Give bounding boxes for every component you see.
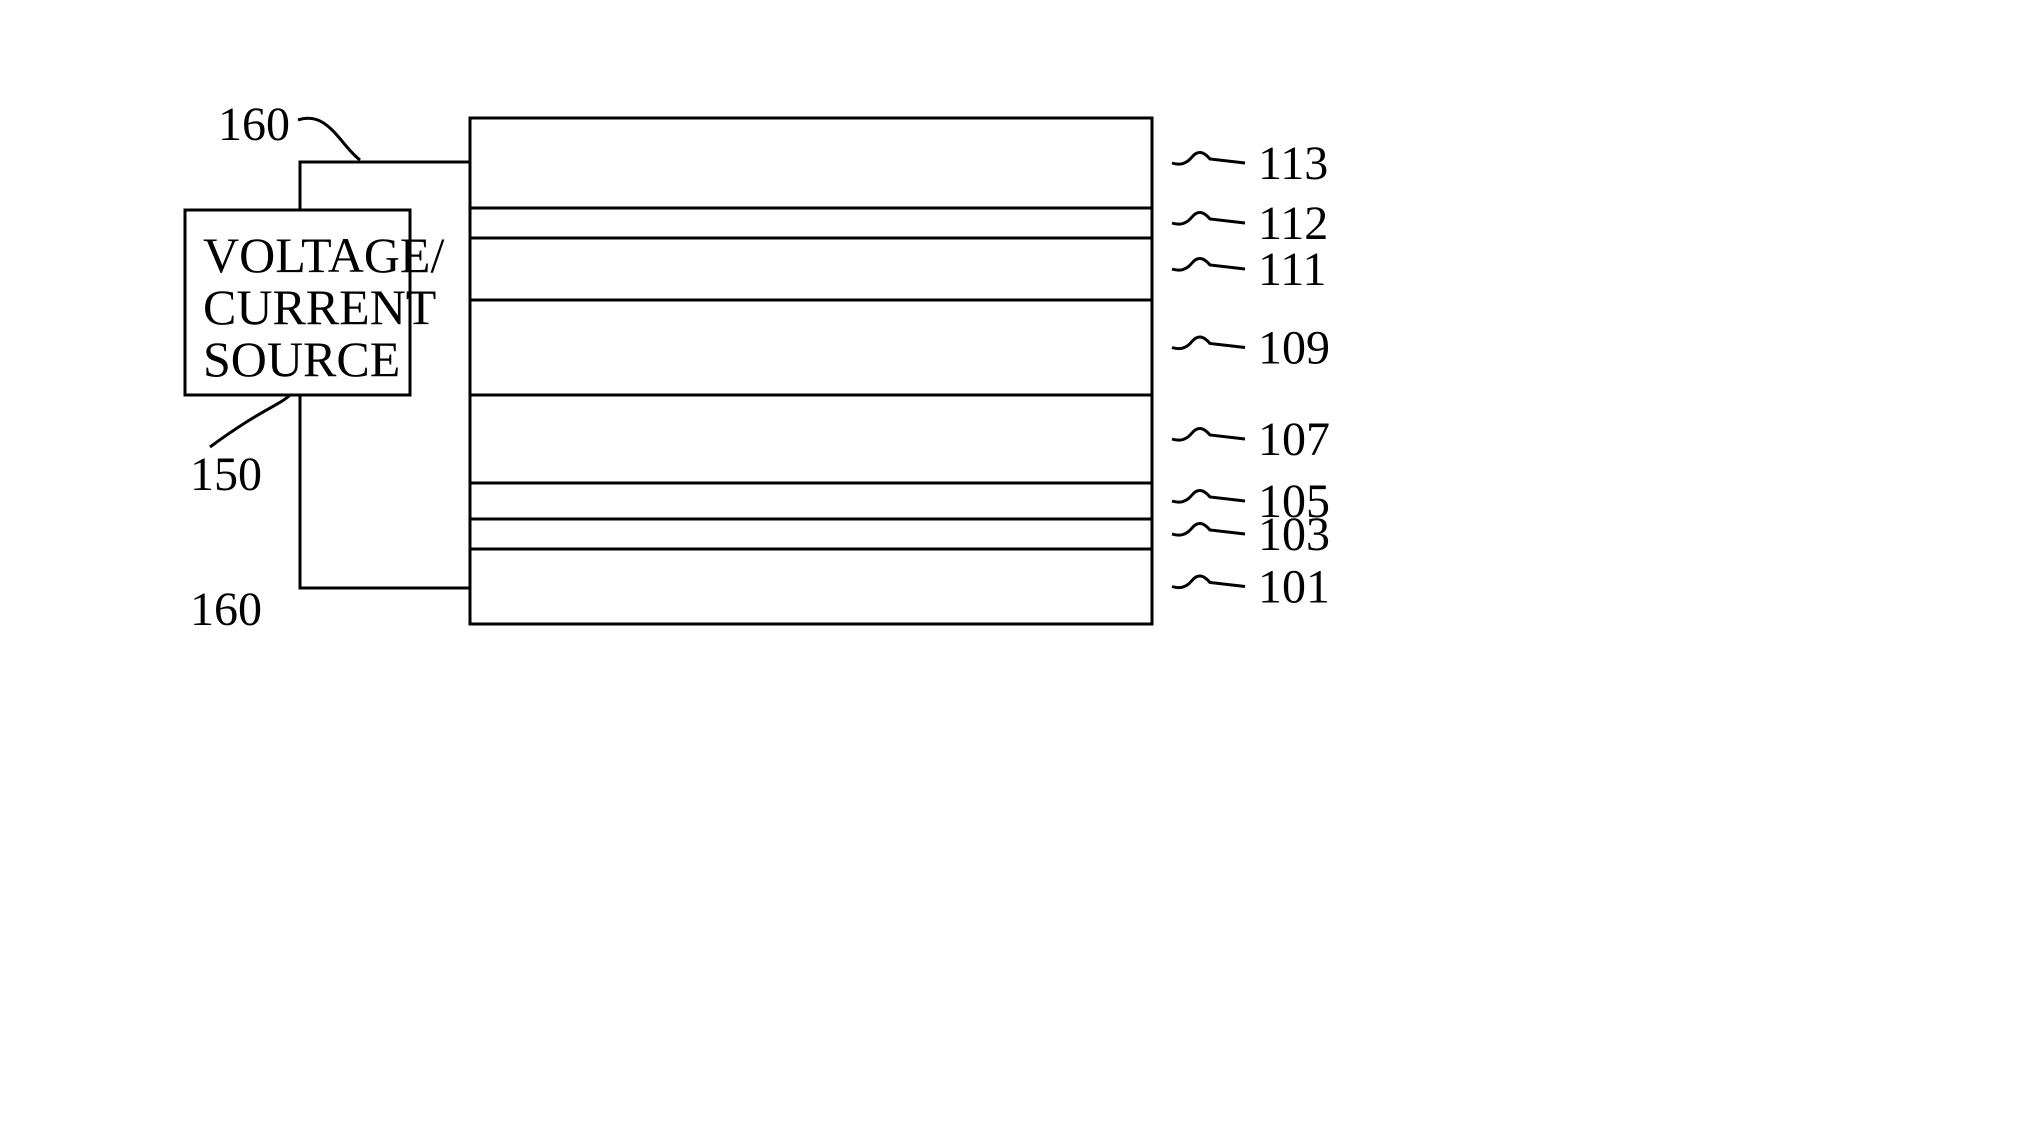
ref-lead-103 <box>1172 523 1245 535</box>
ref-lead-112 <box>1172 212 1245 224</box>
wire-top <box>300 162 470 210</box>
layer-101 <box>470 549 1152 624</box>
source-box-line-0: VOLTAGE/ <box>203 227 444 283</box>
layer-103 <box>470 519 1152 549</box>
layer-109 <box>470 300 1152 395</box>
label-160-bottom: 160 <box>190 583 262 636</box>
ref-lead-111 <box>1172 258 1245 270</box>
ref-lead-105 <box>1172 490 1245 502</box>
layer-105 <box>470 483 1152 519</box>
source-box-line-2: SOURCE <box>203 331 400 387</box>
ref-label-107: 107 <box>1258 413 1330 466</box>
lead-160-top <box>298 118 360 160</box>
ref-label-109: 109 <box>1258 322 1330 375</box>
label-160-top: 160 <box>218 98 290 151</box>
wire-bottom <box>300 395 470 588</box>
ref-lead-101 <box>1172 576 1245 588</box>
layer-112 <box>470 208 1152 238</box>
ref-label-103: 103 <box>1258 508 1330 561</box>
layer-113 <box>470 118 1152 208</box>
ref-label-113: 113 <box>1258 137 1328 190</box>
ref-label-101: 101 <box>1258 561 1330 614</box>
ref-lead-113 <box>1172 152 1245 164</box>
lead-150 <box>210 395 290 447</box>
layer-111 <box>470 238 1152 300</box>
layer-107 <box>470 395 1152 483</box>
ref-label-111: 111 <box>1258 243 1326 296</box>
ref-lead-107 <box>1172 428 1245 440</box>
label-150: 150 <box>190 448 262 501</box>
source-box-line-1: CURRENT <box>203 279 436 335</box>
ref-lead-109 <box>1172 337 1245 349</box>
